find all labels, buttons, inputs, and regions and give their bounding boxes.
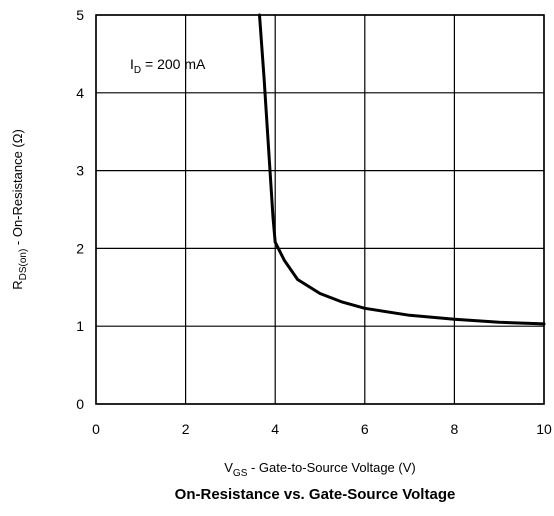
x-tick-label: 10: [536, 421, 552, 437]
x-axis-title-main: V: [224, 460, 233, 475]
y-axis-title: RDS(on) - On-Resistance (Ω): [10, 129, 29, 290]
y-tick-label: 2: [76, 240, 84, 256]
y-axis-title-main: R: [10, 280, 25, 289]
chart-title: On-Resistance vs. Gate-Source Voltage: [175, 486, 456, 503]
annotation-sub: D: [134, 65, 141, 76]
plot-frame: [95, 14, 545, 405]
current-annotation: ID = 200 mA: [130, 56, 206, 76]
tick-labels: 0 2 4 6 8 10 0 1 2 3 4 5: [76, 7, 552, 437]
x-tick-label: 2: [182, 421, 190, 437]
annotation-rest: = 200 mA: [141, 56, 206, 72]
y-axis-title-rest: - On-Resistance (Ω): [10, 129, 25, 249]
x-tick-label: 8: [451, 421, 459, 437]
series-line-0: [258, 13, 546, 326]
y-tick-label: 5: [76, 7, 84, 23]
annotation-main: I: [130, 56, 134, 72]
x-axis-title-rest: - Gate-to-Source Voltage (V): [247, 460, 415, 475]
x-axis-title: VGS - Gate-to-Source Voltage (V): [224, 460, 415, 479]
y-tick-label: 0: [76, 396, 84, 412]
grid: [95, 14, 545, 405]
x-tick-label: 4: [271, 421, 279, 437]
y-tick-label: 1: [76, 318, 84, 334]
x-tick-label: 6: [361, 421, 369, 437]
y-tick-label: 3: [76, 163, 84, 179]
y-axis-title-sub: DS(on): [18, 249, 29, 281]
series-layer: [258, 13, 546, 326]
x-axis-title-sub: GS: [233, 468, 248, 479]
y-tick-label: 4: [76, 85, 84, 101]
x-tick-label: 0: [92, 421, 100, 437]
